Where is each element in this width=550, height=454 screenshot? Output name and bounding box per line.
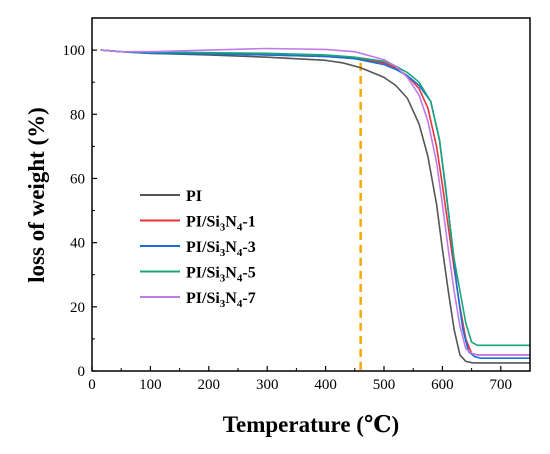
plot-frame [91, 17, 531, 372]
legend-label: PI/Si3N4-1 [186, 214, 256, 234]
x-axis-title: Temperature (℃) [223, 412, 399, 437]
y-axis-title: loss of weight (%) [24, 107, 49, 283]
y-tick-label: 0 [78, 364, 86, 380]
series-line-1 [100, 49, 530, 364]
y-tick-label: 20 [70, 300, 85, 316]
plot-area [100, 47, 530, 371]
series-line-5 [100, 47, 530, 356]
legend-label: PI/Si3N4-7 [186, 290, 256, 310]
x-tick-label: 100 [139, 377, 162, 393]
x-tick-label: 600 [431, 377, 454, 393]
legend-label: PI/Si3N4-5 [186, 265, 256, 285]
x-tick-label: 700 [490, 377, 513, 393]
legend-item-1: PI [140, 188, 202, 205]
legend-item-3: PI/Si3N4-3 [140, 239, 256, 259]
legend-item-5: PI/Si3N4-7 [140, 290, 256, 310]
x-tick-label: 400 [314, 377, 337, 393]
series-line-3 [100, 49, 530, 359]
series-line-4 [100, 49, 530, 347]
axes-ticks: 0 100 200 300 400 500 600 700 0 20 40 60 80 100 [63, 43, 513, 393]
y-tick-label: 60 [70, 171, 85, 187]
legend-item-4: PI/Si3N4-5 [140, 265, 256, 285]
y-tick-label: 80 [70, 107, 85, 123]
legend-label: PI/Si3N4-3 [186, 239, 256, 259]
x-tick-label: 0 [88, 377, 96, 393]
legend-item-2: PI/Si3N4-1 [140, 214, 256, 234]
y-tick-label: 40 [70, 236, 85, 252]
x-tick-label: 300 [256, 377, 279, 393]
x-tick-label: 500 [373, 377, 396, 393]
series-line-2 [100, 49, 530, 356]
legend-label: PI [186, 188, 202, 205]
x-tick-label: 200 [198, 377, 221, 393]
legend: PI PI/Si3N4-1 PI/Si3N4-3 PI/Si3N4-5 PI/Si3N4… [140, 188, 256, 310]
y-tick-label: 100 [63, 43, 86, 59]
